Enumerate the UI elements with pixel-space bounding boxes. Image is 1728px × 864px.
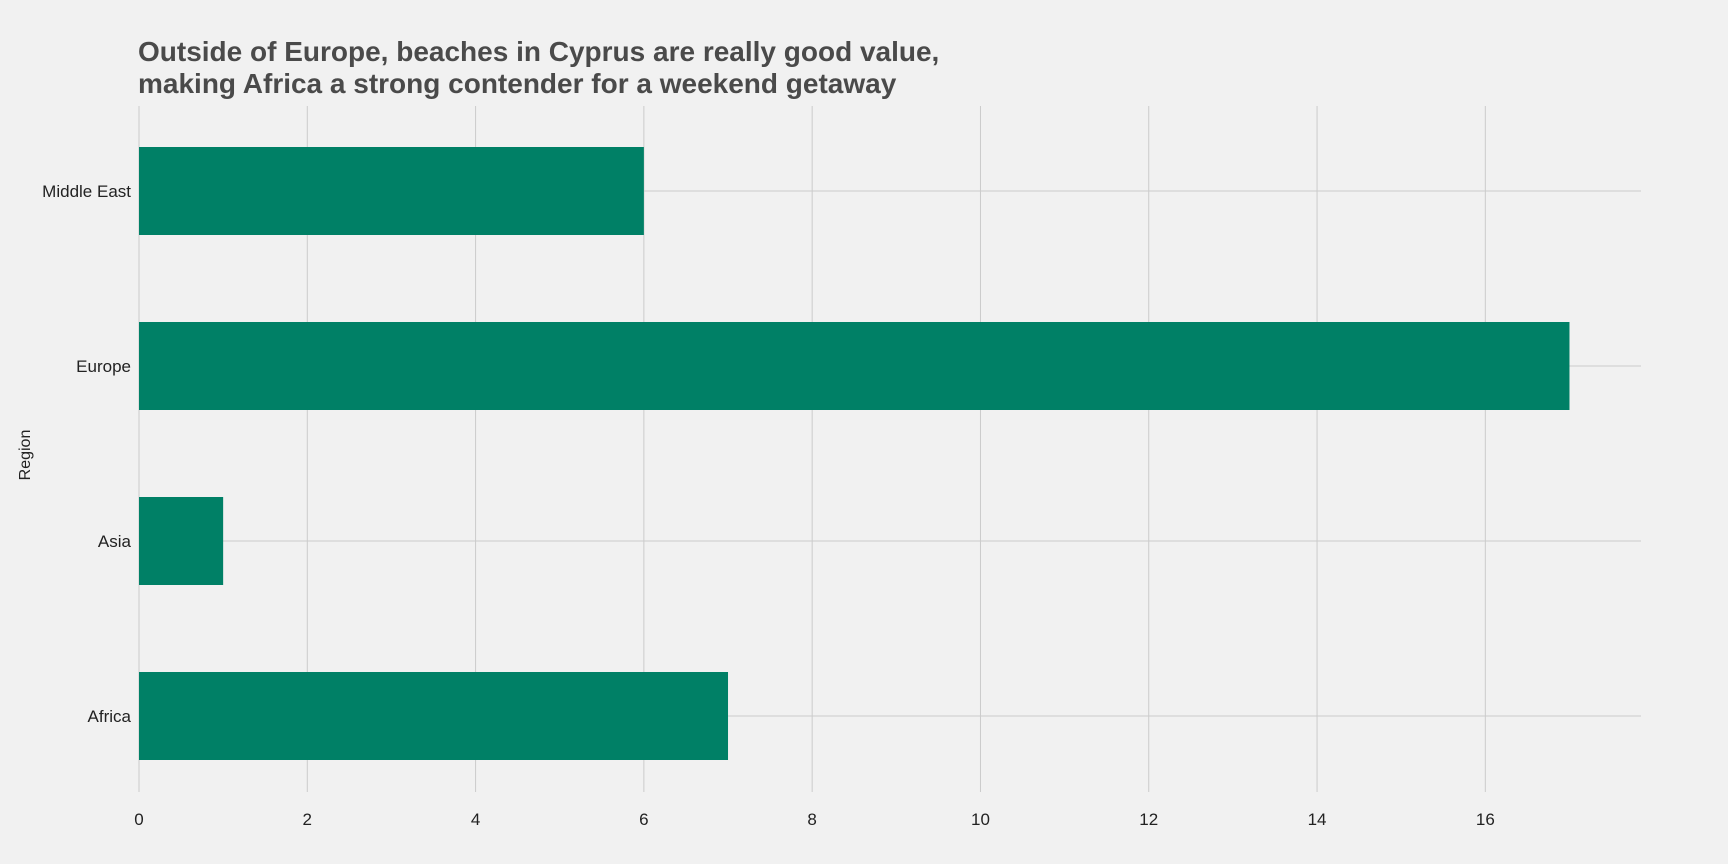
x-tick-label: 16: [1476, 810, 1495, 829]
chart-title: Outside of Europe, beaches in Cyprus are…: [138, 36, 939, 100]
chart-title-line-2: making Africa a strong contender for a w…: [138, 68, 897, 99]
x-tick-label: 8: [807, 810, 816, 829]
y-tick-label: Asia: [98, 532, 132, 551]
x-tick-label: 12: [1139, 810, 1158, 829]
chart-title-line-1: Outside of Europe, beaches in Cyprus are…: [138, 36, 940, 67]
bar-middle-east: [139, 147, 644, 235]
bar-africa: [139, 672, 729, 760]
x-tick-label: 6: [639, 810, 648, 829]
x-tick-label: 2: [303, 810, 312, 829]
y-tick-label: Africa: [88, 707, 132, 726]
y-tick-labels: Africa Asia Europe Middle East: [42, 182, 131, 726]
x-tick-label: 4: [471, 810, 480, 829]
y-tick-label: Middle East: [42, 182, 131, 201]
x-tick-label: 10: [971, 810, 990, 829]
y-axis-label: Region: [17, 430, 34, 481]
x-tick-labels: 0 2 4 6 8 10 12 14 16: [134, 810, 1495, 829]
bar-europe: [139, 322, 1570, 410]
bars: [139, 147, 1570, 760]
x-tick-label: 14: [1308, 810, 1327, 829]
bar-asia: [139, 497, 224, 585]
x-tick-label: 0: [134, 810, 143, 829]
y-tick-label: Europe: [76, 357, 131, 376]
